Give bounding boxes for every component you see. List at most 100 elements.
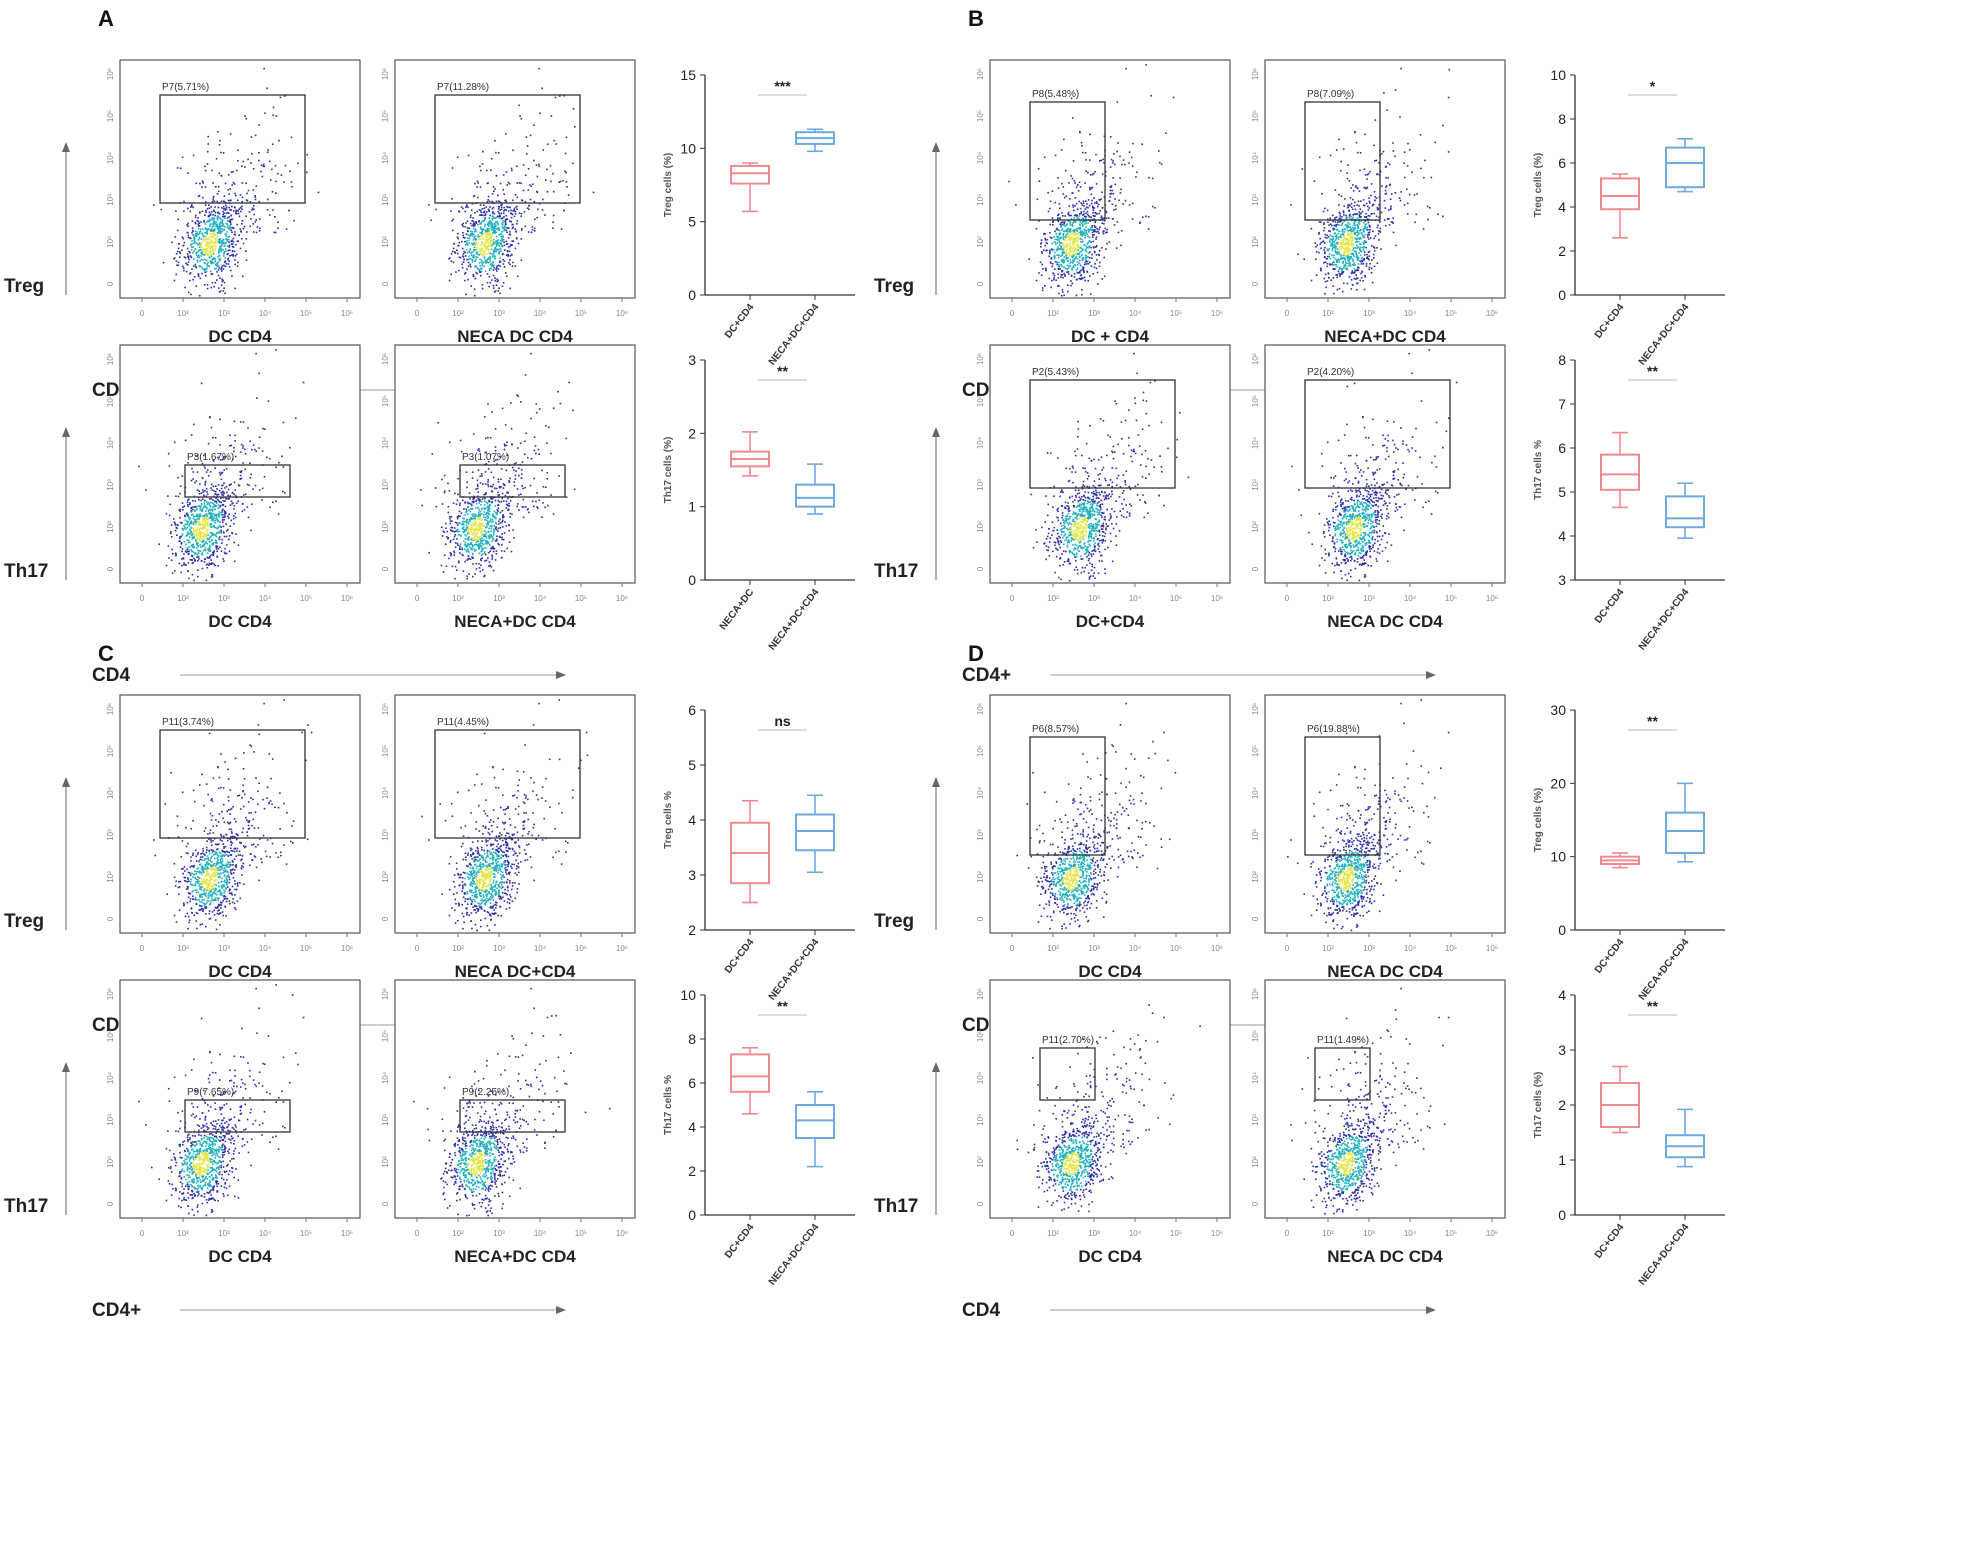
flow-dot [258,200,261,203]
flow-dot [478,254,481,256]
flow-dot [428,551,430,554]
flow-dot [226,238,228,240]
flow-dot [535,164,538,166]
flow-dot [1142,216,1144,219]
flow-dot [476,544,478,546]
flow-dot [1073,260,1075,262]
flow-x-tick-label: 10⁶ [1486,309,1498,318]
flow-dot [217,548,220,550]
flow-dot [249,462,251,464]
flow-dot [212,554,215,557]
flow-dot [1073,180,1076,182]
flow-dot [461,523,464,526]
flow-dot [189,521,192,524]
flow-dot [498,251,500,254]
flow-dot [468,509,470,511]
flow-dot [1384,225,1387,227]
flow-dot [199,527,201,530]
flow-dot [1053,274,1056,277]
flow-dot [1070,261,1072,263]
flow-dot [1331,244,1334,246]
flow-dot [478,513,480,516]
flow-dot [475,526,478,528]
flow-dot [1398,197,1401,199]
flow-dot [202,182,204,184]
flow-dot [1075,228,1078,230]
flow-dot [1081,254,1083,257]
flow-dot [1373,144,1375,147]
flow-dot [193,242,195,244]
flow-dot [495,538,498,541]
flow-dot [510,213,513,215]
flow-dot [212,221,215,223]
flow-dot [512,240,515,242]
flow-dot [212,249,214,251]
flow-dot [497,510,499,512]
flow-dot [1145,215,1147,218]
flow-dot [487,403,489,405]
flow-dot [237,149,239,152]
flow-dot [530,231,533,234]
flow-dot [467,539,470,541]
flow-dot [217,261,219,264]
flow-dot [511,169,513,172]
flow-dot [1075,244,1078,247]
flow-dot [1074,197,1077,199]
flow-dot [477,242,479,245]
flow-dot [195,547,198,549]
flow-dot [218,255,221,257]
flow-dot [533,227,536,230]
flow-dot [1345,262,1347,265]
flow-dot [479,544,481,547]
flow-dot [222,208,225,210]
flow-dot [1076,238,1079,241]
flow-dot [1318,221,1321,223]
flow-dot [234,231,236,233]
flow-dot [211,211,213,213]
flow-dot [466,510,468,512]
flow-dot [504,208,506,211]
flow-dot [441,535,444,537]
flow-dot [510,427,513,430]
flow-dot [192,561,194,564]
flow-dot [482,483,484,485]
flow-dot [500,208,503,211]
flow-dot [193,258,195,261]
flow-dot [482,238,485,241]
flow-dot [237,160,239,162]
flow-dot [485,262,487,264]
flow-dot [498,535,501,538]
flow-dot [197,569,199,571]
flow-dot [479,248,482,251]
flow-dot [196,518,199,520]
flow-dot [234,233,237,236]
flow-dot [224,207,226,210]
flow-dot [185,270,188,273]
flow-dot [477,449,479,451]
flow-dot [206,231,209,233]
flow-dot [1067,243,1069,246]
flow-dot [473,516,476,518]
flow-dot [241,220,244,222]
row-cell-label: Th17 [4,561,48,582]
flow-dot [205,535,208,537]
flow-dot [175,554,177,557]
flow-dot [218,530,220,533]
flow-dot [1058,233,1061,236]
flow-dot [203,248,206,250]
flow-dot [471,232,474,235]
flow-dot [1104,175,1107,177]
flow-dot [464,560,466,563]
flow-dot [489,519,492,522]
flow-dot [441,478,443,481]
flow-dot [201,210,204,213]
flow-dot [474,260,476,262]
flow-dot [486,540,489,543]
flow-dot [196,532,198,534]
flow-dot [261,487,264,490]
flow-dot [193,557,195,560]
flow-dot [1372,257,1375,259]
flow-dot [239,228,242,230]
flow-dot [181,249,183,251]
